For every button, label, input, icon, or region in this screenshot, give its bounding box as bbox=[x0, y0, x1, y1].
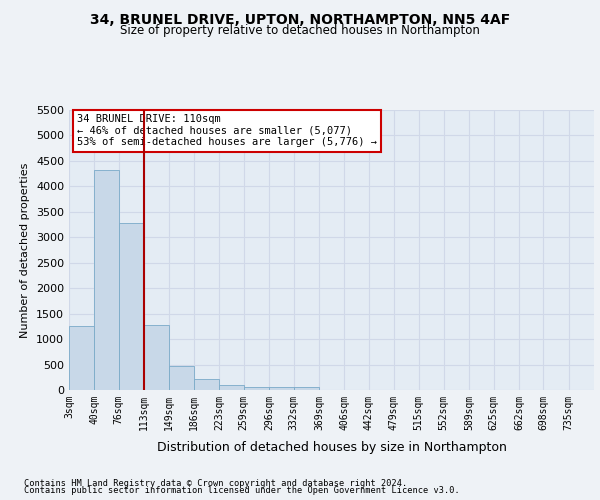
Text: Contains HM Land Registry data © Crown copyright and database right 2024.: Contains HM Land Registry data © Crown c… bbox=[24, 478, 407, 488]
Bar bbox=[220, 385, 244, 390]
Bar bbox=[144, 325, 169, 390]
Bar bbox=[169, 366, 194, 390]
Bar bbox=[194, 380, 219, 390]
Text: Contains public sector information licensed under the Open Government Licence v3: Contains public sector information licen… bbox=[24, 486, 460, 495]
Text: Size of property relative to detached houses in Northampton: Size of property relative to detached ho… bbox=[120, 24, 480, 37]
Text: 34, BRUNEL DRIVE, UPTON, NORTHAMPTON, NN5 4AF: 34, BRUNEL DRIVE, UPTON, NORTHAMPTON, NN… bbox=[90, 12, 510, 26]
Bar bbox=[119, 223, 144, 390]
Bar bbox=[244, 387, 269, 390]
X-axis label: Distribution of detached houses by size in Northampton: Distribution of detached houses by size … bbox=[157, 441, 506, 454]
Bar bbox=[94, 170, 119, 390]
Bar bbox=[69, 326, 94, 390]
Y-axis label: Number of detached properties: Number of detached properties bbox=[20, 162, 31, 338]
Bar bbox=[294, 388, 319, 390]
Bar bbox=[269, 388, 294, 390]
Text: 34 BRUNEL DRIVE: 110sqm
← 46% of detached houses are smaller (5,077)
53% of semi: 34 BRUNEL DRIVE: 110sqm ← 46% of detache… bbox=[77, 114, 377, 148]
